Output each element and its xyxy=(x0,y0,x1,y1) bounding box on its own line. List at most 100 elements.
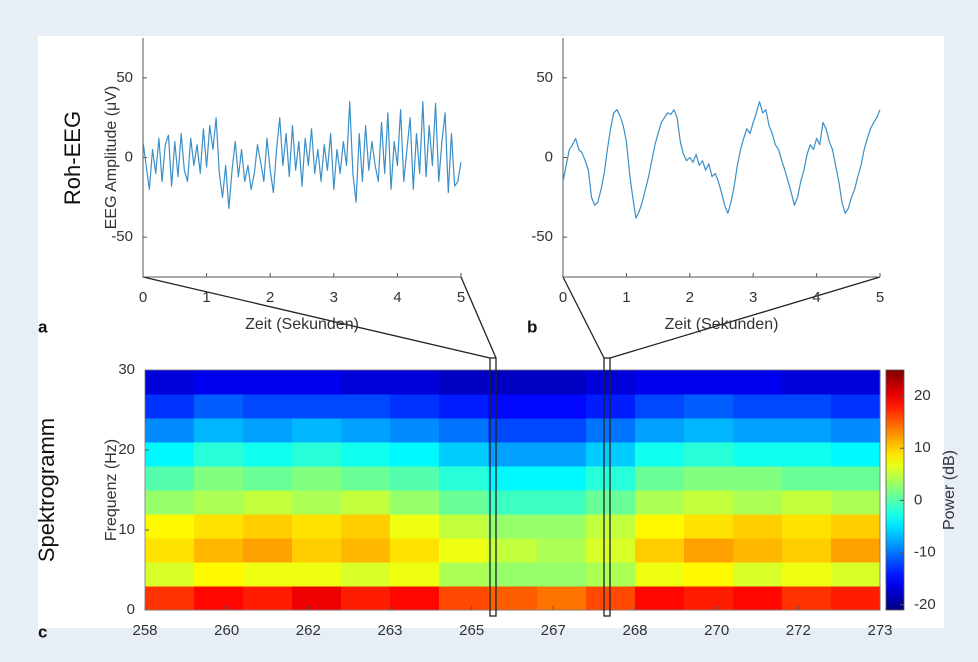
colorbar-tick-label: 20 xyxy=(914,387,931,404)
heatmap-cell xyxy=(243,466,293,491)
y-tick-label: -50 xyxy=(531,228,553,245)
eeg-trace xyxy=(142,101,462,210)
panel-label: c xyxy=(38,622,47,641)
y-tick-label: 0 xyxy=(125,148,133,165)
heatmap-cell xyxy=(341,442,391,467)
y-axis-label: Frequenz (Hz) xyxy=(103,439,120,541)
heatmap-cell xyxy=(390,490,440,515)
heatmap-cell xyxy=(586,538,636,563)
heatmap-cell xyxy=(194,442,244,467)
heatmap-cell xyxy=(831,490,881,515)
heatmap-cell xyxy=(341,418,391,443)
heatmap-cell xyxy=(684,370,734,395)
x-tick-label: 5 xyxy=(876,289,884,306)
heatmap-cell xyxy=(341,370,391,395)
y-tick-label: 20 xyxy=(118,441,135,458)
y-tick-label: 0 xyxy=(545,148,553,165)
heatmap-cell xyxy=(194,538,244,563)
heatmap-cell xyxy=(684,394,734,419)
heatmap-cell xyxy=(145,442,195,467)
heatmap-cell xyxy=(194,394,244,419)
heatmap-cell xyxy=(831,370,881,395)
heatmap-cell xyxy=(831,562,881,587)
charts: -50 0 50 0 1 2 3 4 5 EEG Amplitude (μV) Zeit (Seku… xyxy=(34,38,958,641)
x-tick-label: 1 xyxy=(202,289,210,306)
heatmap-cell xyxy=(439,394,489,419)
heatmap-cell xyxy=(390,538,440,563)
zoom-box xyxy=(603,357,611,617)
heatmap-cell xyxy=(439,586,489,611)
heatmap-cell xyxy=(390,370,440,395)
heatmap-cell xyxy=(684,562,734,587)
colorbar-label: Power (dB) xyxy=(941,450,958,530)
axis-spine xyxy=(142,38,461,278)
heatmap-cell xyxy=(341,514,391,539)
heatmap-cell xyxy=(635,514,685,539)
heatmap-cell xyxy=(145,370,195,395)
y-tick-label: -50 xyxy=(111,228,133,245)
heatmap-cell xyxy=(537,586,587,611)
axis-spine xyxy=(562,38,880,278)
heatmap-cell xyxy=(390,466,440,491)
heatmap-cell xyxy=(782,538,832,563)
heatmap-cell xyxy=(439,562,489,587)
heatmap-cell xyxy=(586,490,636,515)
heatmap-cell xyxy=(635,418,685,443)
x-tick-label: 263 xyxy=(377,622,402,639)
zoom-indicators xyxy=(142,276,881,359)
y-tick-label: 50 xyxy=(536,69,553,86)
heatmap-cell xyxy=(341,394,391,419)
heatmap-cell xyxy=(733,442,783,467)
heatmap-cell xyxy=(537,466,587,491)
heatmap-cell xyxy=(292,394,342,419)
x-tick-label: 2 xyxy=(266,289,274,306)
heatmap-cell xyxy=(831,394,881,419)
heatmap-cell xyxy=(145,586,195,611)
heatmap-cell xyxy=(292,418,342,443)
x-axis-label: Zeit (Sekunden) xyxy=(245,316,359,333)
heatmap-cell xyxy=(537,490,587,515)
heatmap-cell xyxy=(439,466,489,491)
eeg-trace xyxy=(562,101,881,219)
heatmap-cell xyxy=(243,514,293,539)
heatmap-cell xyxy=(733,586,783,611)
heatmap-cell xyxy=(292,490,342,515)
heatmap-cell xyxy=(243,562,293,587)
heatmap-cell xyxy=(733,514,783,539)
x-tick-label: 267 xyxy=(541,622,566,639)
heatmap-cell xyxy=(733,418,783,443)
heatmap-cell xyxy=(684,442,734,467)
x-tick-label: 4 xyxy=(812,289,820,306)
x-tick-label: 268 xyxy=(622,622,647,639)
colorbar-tick-label: 0 xyxy=(914,491,922,508)
heatmap-cell xyxy=(586,586,636,611)
y-tick-label: 10 xyxy=(118,521,135,538)
heatmap-cell xyxy=(831,514,881,539)
heatmap-cell xyxy=(439,442,489,467)
panel-label: b xyxy=(527,317,537,336)
heatmap-cell xyxy=(243,370,293,395)
heatmap-cell xyxy=(635,466,685,491)
zoom-connector xyxy=(609,276,881,359)
heatmap-cell xyxy=(439,370,489,395)
y-axis-label: EEG Amplitude (μV) xyxy=(103,86,120,230)
heatmap-cell xyxy=(635,562,685,587)
heatmap-cell xyxy=(243,586,293,611)
x-tick-label: 3 xyxy=(330,289,338,306)
heatmap-cell xyxy=(733,562,783,587)
x-tick-label: 0 xyxy=(139,289,147,306)
colorbar-tick-label: -10 xyxy=(914,544,936,561)
x-axis-label: Zeit (Sekunden) xyxy=(665,316,779,333)
heatmap-cell xyxy=(341,538,391,563)
heatmap-cell xyxy=(390,514,440,539)
zoom-connector xyxy=(562,276,605,359)
zoom-connector xyxy=(460,276,497,359)
heatmap-cell xyxy=(292,586,342,611)
heatmap-cell xyxy=(733,466,783,491)
heatmap-cell xyxy=(194,370,244,395)
heatmap-cell xyxy=(292,466,342,491)
heatmap-cell xyxy=(733,370,783,395)
heatmap-cell xyxy=(292,370,342,395)
